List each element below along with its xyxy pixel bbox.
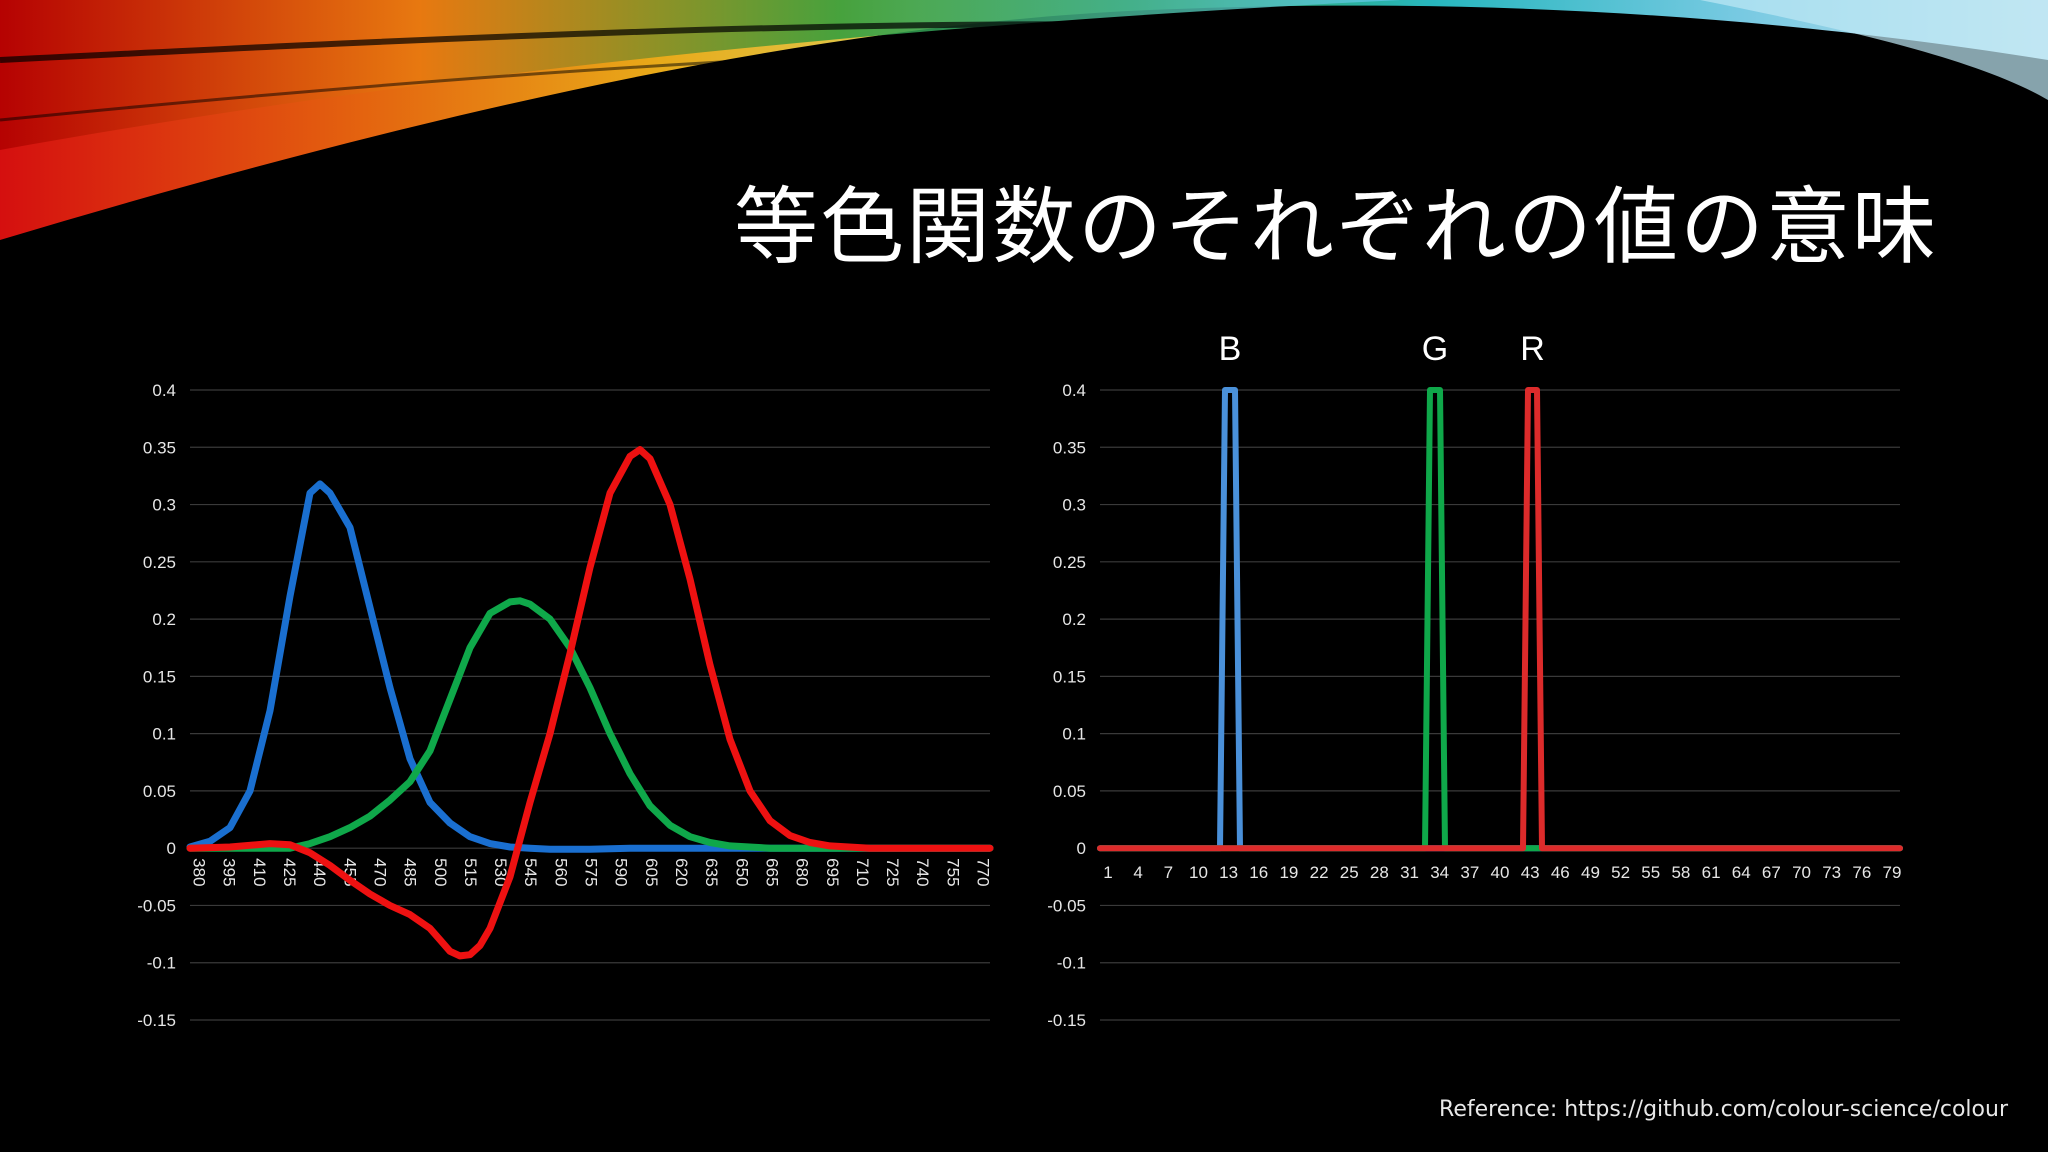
y-tick-label: 0.3 [152,496,176,515]
x-tick-label: 46 [1551,863,1570,882]
x-tick-label: 37 [1460,863,1479,882]
x-tick-label: 770 [974,858,993,886]
x-tick-label: 755 [943,858,962,886]
x-tick-label: 500 [431,858,450,886]
x-tick-label: 52 [1611,863,1630,882]
x-tick-label: 58 [1671,863,1690,882]
x-tick-label: 40 [1491,863,1510,882]
x-tick-label: 22 [1310,863,1329,882]
x-tick-label: 710 [853,858,872,886]
y-tick-label: 0.4 [1062,381,1086,400]
x-tick-label: 13 [1219,863,1238,882]
monochromatic-rgb-chart: 0.4 0.35 0.3 0.25 0.2 0.15 0.1 0.05 0 -0.05 -0.1 -0… [1047,330,1903,1030]
x-tick-label: 4 [1133,863,1142,882]
x-tick-label: 470 [370,858,389,886]
x-tick-label: 28 [1370,863,1389,882]
peak-label-g: G [1422,330,1448,368]
y-tick-label: 0.3 [1062,496,1086,515]
x-tick-label: 410 [250,858,269,886]
y-tick-label: 0.05 [143,782,176,801]
y-tick-label: 0.15 [1053,667,1086,686]
x-tick-label: 49 [1581,863,1600,882]
x-tick-label: 34 [1430,863,1449,882]
x-tick-label: 55 [1641,863,1660,882]
x-tick-label: 590 [612,858,631,886]
x-tick-label: 485 [401,858,420,886]
y-tick-label: 0.1 [1062,725,1086,744]
x-tick-label: 380 [190,858,209,886]
x-tick-label: 425 [280,858,299,886]
y-tick-label: -0.15 [1047,1011,1086,1030]
peak-label-b: B [1219,330,1242,368]
y-tick-label: -0.15 [137,1011,176,1030]
x-tick-label: 73 [1822,863,1841,882]
series-line-0 [186,480,994,853]
series-line-2 [1097,387,1903,852]
y-tick-label: 0.25 [1053,553,1086,572]
x-tick-label: 650 [732,858,751,886]
y-tick-label: 0.4 [152,381,176,400]
x-tick-label: 64 [1732,863,1751,882]
slide-title: 等色関数のそれぞれの値の意味 [733,178,1938,276]
x-tick-label: 19 [1279,863,1298,882]
x-tick-label: 635 [702,858,721,886]
y-tick-label: 0.15 [143,667,176,686]
x-tick-label: 560 [551,858,570,886]
x-tick-label: 605 [642,858,661,886]
series-line-2 [186,446,994,960]
y-tick-label: 0.35 [1053,438,1086,457]
x-tick-label: 43 [1521,863,1540,882]
y-tick-label: 0.1 [152,725,176,744]
x-tick-label: 16 [1249,863,1268,882]
x-tick-label: 695 [823,858,842,886]
y-tick-label: -0.05 [137,896,176,915]
x-tick-label: 67 [1762,863,1781,882]
x-tick-label: 61 [1702,863,1721,882]
reference-text: Reference: https://github.com/colour-sci… [1439,1097,2008,1122]
series-line-1 [186,597,994,852]
x-tick-label: 515 [461,858,480,886]
y-tick-label: 0.25 [143,553,176,572]
y-tick-label: 0.35 [143,438,176,457]
x-tick-label: 79 [1883,863,1902,882]
x-tick-label: 725 [883,858,902,886]
x-tick-label: 620 [672,858,691,886]
x-tick-label: 10 [1189,863,1208,882]
x-tick-label: 70 [1792,863,1811,882]
y-tick-label: 0.05 [1053,782,1086,801]
y-tick-label: -0.1 [1057,954,1086,973]
x-tick-label: 76 [1852,863,1871,882]
x-tick-label: 545 [521,858,540,886]
y-tick-label: 0.2 [1062,610,1086,629]
x-tick-label: 25 [1340,863,1359,882]
y-tick-label: 0 [1077,839,1086,858]
x-tick-label: 680 [793,858,812,886]
x-tick-label: 7 [1164,863,1173,882]
y-tick-label: 0.2 [152,610,176,629]
x-tick-label: 31 [1400,863,1419,882]
y-tick-label: -0.1 [147,954,176,973]
x-tick-label: 1 [1103,863,1112,882]
x-tick-label: 740 [913,858,932,886]
y-tick-label: 0 [167,839,176,858]
x-tick-label: 665 [762,858,781,886]
x-tick-label: 575 [582,858,601,886]
y-tick-label: -0.05 [1047,896,1086,915]
decorative-swoosh [0,0,2048,240]
x-tick-label: 395 [220,858,239,886]
peak-label-r: R [1520,330,1545,368]
color-matching-functions-chart: 0.4 0.35 0.3 0.25 0.2 0.15 0.1 0.05 0 -0.05 -0.1 -0… [137,381,994,1030]
